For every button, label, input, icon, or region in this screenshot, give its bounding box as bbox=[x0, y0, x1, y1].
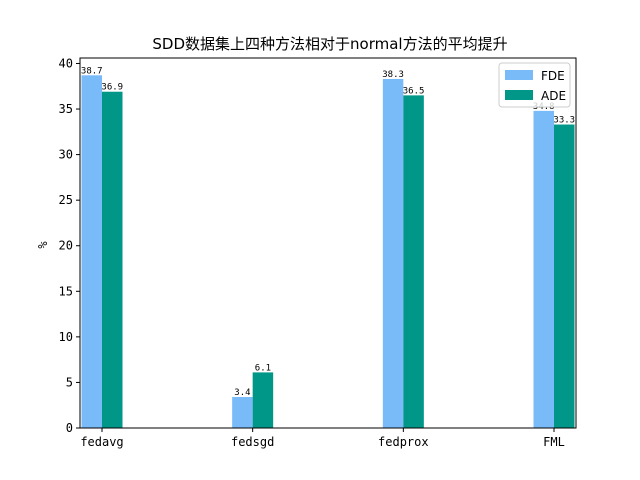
chart-title: SDD数据集上四种方法相对于normal方法的平均提升 bbox=[152, 35, 507, 53]
value-label: 38.3 bbox=[382, 70, 404, 80]
bar-fde-fedsgd bbox=[232, 397, 253, 428]
legend-swatch-fde bbox=[505, 70, 533, 80]
y-tick-label: 5 bbox=[66, 375, 73, 389]
y-tick-label: 15 bbox=[59, 284, 73, 298]
y-tick-label: 20 bbox=[59, 239, 73, 253]
x-tick-label: fedavg bbox=[80, 435, 123, 449]
y-tick-label: 10 bbox=[59, 330, 73, 344]
bar-ade-fedprox bbox=[403, 95, 424, 428]
bar-ade-fedsgd bbox=[252, 372, 274, 428]
x-tick-label: fedprox bbox=[378, 435, 429, 449]
bar-ade-fml bbox=[554, 124, 575, 428]
bar-fde-fml bbox=[533, 110, 554, 428]
y-tick-label: 0 bbox=[66, 421, 73, 435]
legend: FDE ADE bbox=[498, 62, 571, 108]
value-label: 6.1 bbox=[255, 363, 271, 373]
plot-area: 0 5 10 15 20 25 30 35 40 fedavg 38.7 36.9 fedsgd 3.4 6… bbox=[59, 56, 576, 449]
legend-label-fde: FDE bbox=[541, 69, 565, 83]
y-tick-label: 35 bbox=[59, 102, 73, 116]
y-axis-label: % bbox=[36, 241, 50, 249]
legend-label-ade: ADE bbox=[541, 89, 566, 103]
y-tick-label: 40 bbox=[59, 56, 73, 70]
value-label: 38.7 bbox=[81, 66, 103, 76]
value-label: 33.3 bbox=[553, 116, 575, 126]
plot-frame bbox=[79, 57, 577, 429]
value-label: 3.4 bbox=[234, 388, 250, 398]
y-tick-label: 25 bbox=[59, 193, 73, 207]
x-tick-label: fedsgd bbox=[231, 435, 274, 449]
bar-fde-fedavg bbox=[81, 75, 102, 428]
value-label: 36.9 bbox=[101, 83, 123, 93]
x-tick-label: FML bbox=[543, 435, 565, 449]
bar-ade-fedavg bbox=[102, 91, 123, 429]
bar-fde-fedprox bbox=[382, 78, 404, 428]
value-label: 36.5 bbox=[403, 86, 425, 96]
y-tick-label: 30 bbox=[59, 148, 73, 162]
legend-swatch-ade bbox=[505, 90, 533, 100]
